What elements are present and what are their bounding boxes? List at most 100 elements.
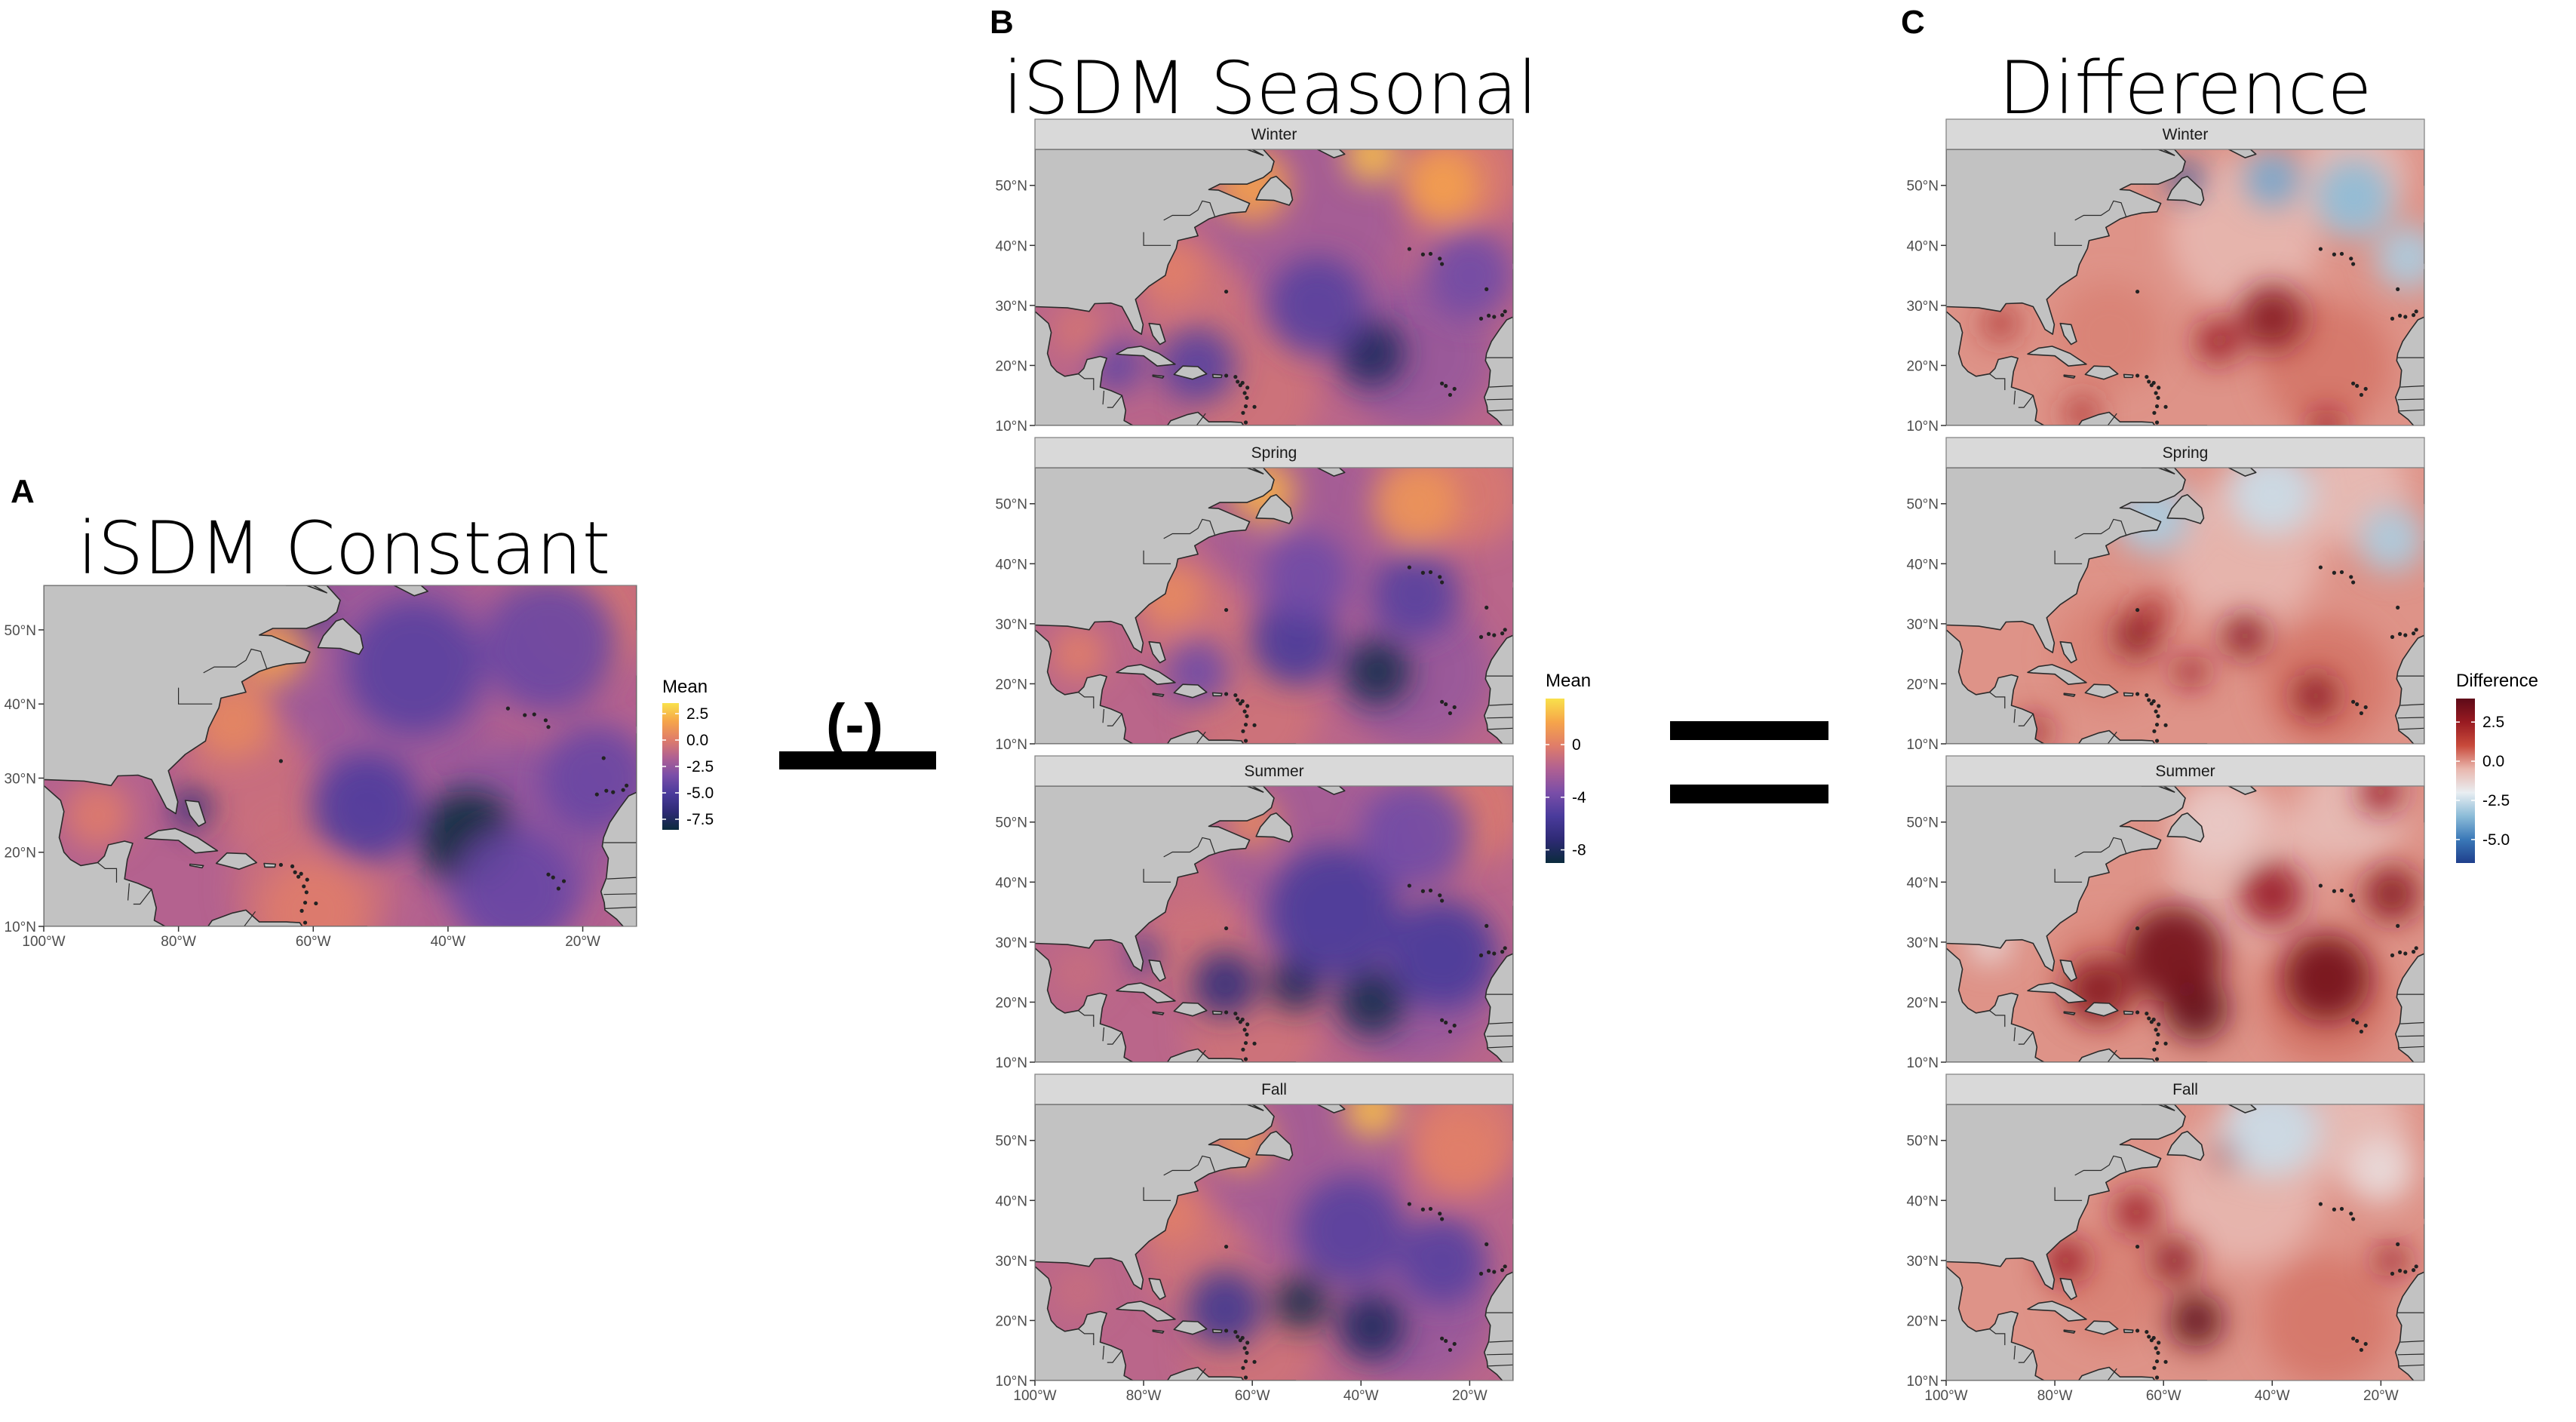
land-puerto-rico [263, 862, 277, 868]
land-north-america-east [1946, 1104, 2186, 1290]
island [2349, 575, 2353, 579]
island [305, 877, 309, 882]
legend-a: Mean 2.5 0.0 -2.5 -5.0 -7.5 [662, 677, 714, 830]
island [1500, 1268, 1505, 1273]
hotspot [2065, 957, 2131, 1023]
facet-strip [1945, 118, 2425, 150]
border-line [1143, 550, 1171, 564]
island [1243, 1359, 1248, 1364]
island [278, 862, 283, 868]
facet-strip [1034, 118, 1514, 150]
border-line [2397, 1353, 2424, 1356]
y-tick-label: 10°N [5, 920, 36, 935]
island [1252, 723, 1257, 727]
island [2154, 420, 2160, 425]
hotspot [1051, 944, 1106, 1000]
island [1245, 1022, 1250, 1027]
island [2351, 262, 2356, 266]
island [2154, 1346, 2158, 1350]
hotspot [1344, 1104, 1399, 1138]
island [2156, 1350, 2160, 1355]
island [2403, 1270, 2408, 1274]
hotspot [2294, 674, 2338, 718]
y-tick-label: 30°N [996, 1254, 1027, 1270]
border-line [2074, 200, 2127, 221]
border-line [2074, 837, 2127, 858]
border-line [1078, 1328, 1095, 1346]
land-south-america [2043, 1366, 2208, 1381]
land [1035, 1104, 1513, 1381]
land-bahamas [2059, 322, 2077, 346]
island [523, 713, 527, 717]
legend-colorbar [662, 703, 679, 830]
land-south-america [164, 909, 368, 926]
island [299, 908, 304, 913]
land-hispaniola [2084, 1002, 2119, 1017]
land-north-america-east [1035, 468, 1275, 653]
island [1224, 1010, 1229, 1015]
facet-label: Fall [1261, 1081, 1287, 1098]
island [1485, 1242, 1489, 1246]
legend-colorbar [2456, 699, 2475, 863]
island [2414, 628, 2418, 632]
border-line [2018, 395, 2034, 408]
land-south-america [1131, 1366, 1297, 1381]
y-tick-label: 40°N [1907, 875, 1939, 891]
island [2355, 702, 2360, 707]
island [1428, 1206, 1433, 1212]
y-tick-label: 20°N [996, 995, 1027, 1011]
island [2339, 251, 2344, 256]
y-tick-label: 20°N [1907, 358, 1939, 374]
border-line [1512, 319, 1513, 331]
border-line [2018, 1350, 2034, 1363]
y-tick-label: 50°N [1907, 1134, 1939, 1150]
facet-summer: Summer 10°N 20°N 30°N 40°N 50°N [996, 755, 1514, 1071]
island [2147, 698, 2151, 702]
land-british-isles [2424, 149, 2457, 186]
panel-title-b: iSDM Seasonal [1003, 46, 1538, 131]
island [2154, 1057, 2160, 1061]
land-bahamas [2059, 959, 2077, 982]
island [1224, 692, 1229, 696]
island [1242, 1346, 1247, 1350]
legend-title: Difference [2456, 671, 2538, 691]
map-border [43, 585, 637, 927]
border-line [1107, 1031, 1122, 1045]
island [2157, 1341, 2161, 1345]
land-baffin-labrador-north [2141, 468, 2175, 475]
land-bahamas [1148, 1277, 1166, 1301]
x-tick-label: 60°W [1235, 1388, 1270, 1404]
hotspot [1295, 1176, 1405, 1285]
island [2363, 1023, 2368, 1028]
border-line [2054, 232, 2083, 246]
border-line [1486, 717, 1513, 719]
island [1252, 1359, 1257, 1364]
island [1440, 580, 1445, 585]
island [2318, 247, 2323, 251]
island [543, 718, 548, 723]
map-c-2 [1946, 786, 2424, 1062]
land-greenland-tip [1316, 468, 1346, 477]
island [1243, 722, 1248, 727]
x-tick-label: 40°W [1343, 1388, 1379, 1404]
island [2390, 634, 2395, 639]
border-line [1989, 373, 2006, 391]
island [1407, 883, 1411, 888]
land-hispaniola [1173, 365, 1208, 380]
island [2355, 383, 2360, 389]
y-tick-label: 50°N [996, 1134, 1027, 1150]
land-british-isles [2424, 468, 2457, 504]
island [2396, 1242, 2400, 1246]
border-line [2074, 518, 2127, 539]
island [1243, 1040, 1248, 1046]
island [1245, 395, 1249, 401]
island [1241, 1365, 1245, 1370]
border-line [2397, 1035, 2424, 1037]
land-north-america [1946, 1104, 2045, 1381]
hotspot [2364, 867, 2419, 922]
border-line [1102, 1345, 1105, 1360]
land-british-isles [2424, 1104, 2457, 1141]
island [2154, 404, 2160, 409]
island [2145, 1329, 2149, 1334]
